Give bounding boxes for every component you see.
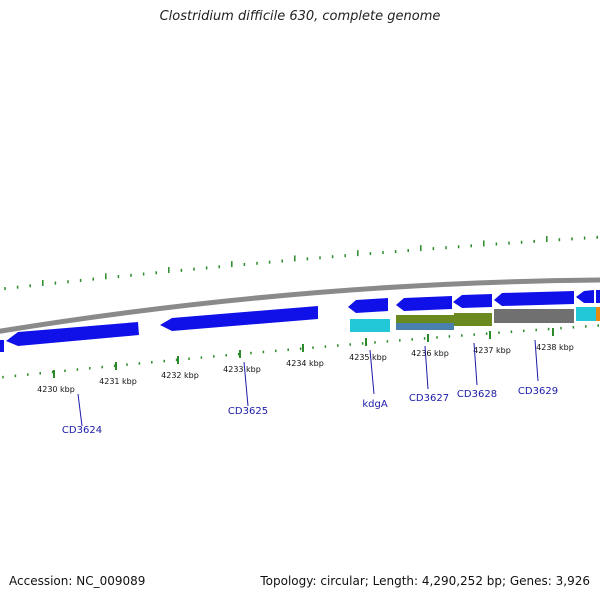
gene-label[interactable]: CD3629 (518, 386, 558, 397)
scale-label: 4231 kbp (99, 377, 137, 386)
gene-label[interactable]: CD3624 (62, 425, 102, 436)
feature-block-cyan[interactable] (576, 307, 596, 321)
scale-label: 4233 kbp (223, 365, 261, 374)
gene-arrow[interactable] (453, 294, 492, 308)
feature-block-olive[interactable] (454, 313, 492, 326)
scale-label: 4236 kbp (411, 349, 449, 358)
scale-label: 4238 kbp (536, 343, 574, 352)
callout-line (369, 349, 375, 395)
callout-line (534, 339, 539, 382)
inner-tick-ring (2, 324, 599, 379)
feature-block-olive[interactable] (396, 315, 454, 323)
genome-summary-text: Topology: circular; Length: 4,290,252 bp… (260, 574, 590, 588)
scale-label: 4235 kbp (349, 353, 387, 362)
gene-label[interactable]: CD3627 (409, 393, 449, 404)
gene-label[interactable]: CD3628 (457, 389, 497, 400)
callout-line (473, 342, 478, 386)
scale-label: 4232 kbp (161, 371, 199, 380)
feature-blocks (350, 307, 600, 332)
callout-line (243, 361, 249, 407)
scale-label: 4234 kbp (286, 359, 324, 368)
gene-label[interactable]: CD3625 (228, 406, 268, 417)
gene-arrow[interactable] (494, 291, 574, 306)
accession-text: Accession: NC_009089 (9, 574, 146, 588)
forward-genes (0, 290, 600, 352)
feature-block-orange[interactable] (596, 307, 600, 321)
feature-block-gray[interactable] (494, 309, 574, 323)
callout-line (77, 393, 83, 427)
genome-backbone (0, 277, 600, 334)
gene-arrow[interactable] (6, 322, 139, 346)
gene-arrow[interactable] (348, 298, 388, 313)
gene-arrow[interactable] (0, 340, 4, 352)
gene-arrow[interactable] (160, 306, 318, 331)
callout-line (424, 345, 429, 390)
scale-label: 4230 kbp (37, 385, 75, 394)
feature-block-cyan[interactable] (350, 319, 390, 332)
scale-labels: 4230 kbp 4231 kbp 4232 kbp 4233 kbp 4234 kbp… (37, 328, 574, 394)
gene-arrow[interactable] (596, 290, 600, 303)
gene-callouts: CD3624 CD3625 kdgA CD3627 CD3628 CD3629 (62, 339, 558, 436)
feature-block-steel[interactable] (396, 323, 454, 330)
gene-arrow[interactable] (576, 290, 594, 303)
map-title: Clostridium difficile 630, complete geno… (159, 9, 441, 24)
outer-tick-ring (4, 235, 598, 291)
gene-arrow[interactable] (396, 296, 452, 311)
gene-label[interactable]: kdgA (362, 399, 387, 410)
scale-label: 4237 kbp (473, 346, 511, 355)
